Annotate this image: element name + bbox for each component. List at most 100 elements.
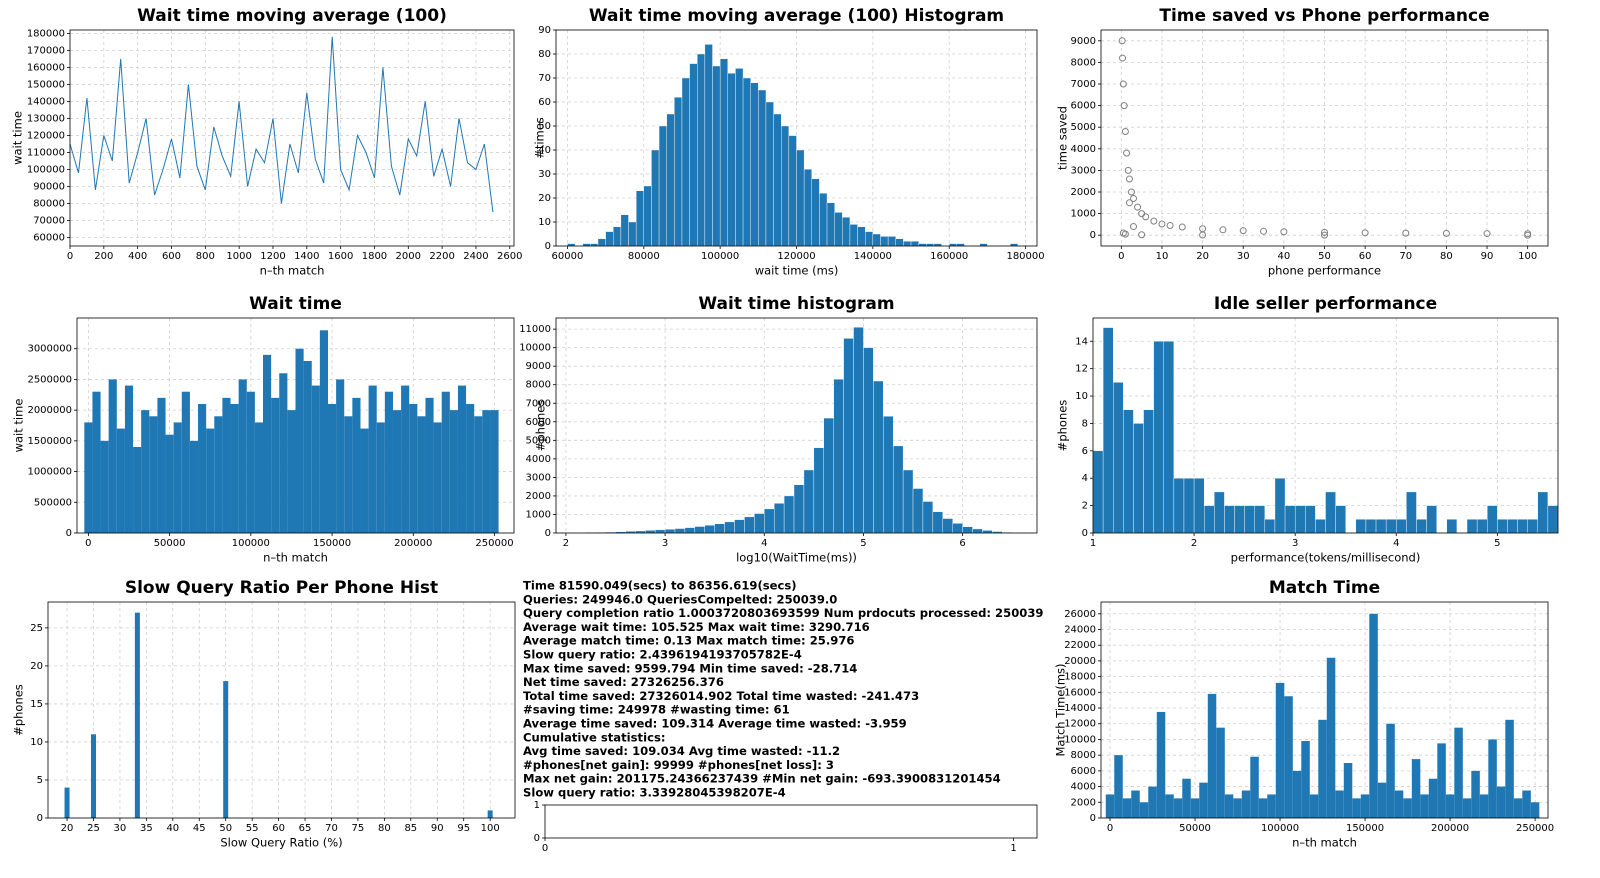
y-tick-label: 26000: [1064, 609, 1096, 620]
y-tick-label: 10: [538, 217, 551, 228]
hist-bar: [1203, 505, 1215, 534]
y-tick-label: 9000: [526, 361, 551, 372]
scatter-point: [1483, 230, 1491, 238]
y-axis-label: wait time: [11, 111, 25, 165]
hist-bar: [1143, 409, 1154, 534]
stat-line: Average wait time: 105.525 Max wait time…: [523, 620, 870, 634]
x-axis-label: Slow Query Ratio (%): [220, 836, 342, 850]
bar: [327, 404, 337, 533]
x-axis-label: phone performance: [1268, 264, 1381, 278]
x-tick-label: 70: [1399, 251, 1412, 262]
hist-bar: [1305, 505, 1316, 534]
bar: [124, 385, 134, 533]
bar: [417, 416, 426, 533]
y-tick-label: 8: [1082, 418, 1088, 429]
x-tick-label: 20: [1196, 251, 1209, 262]
bar: [490, 410, 499, 533]
scatter-point: [1121, 128, 1129, 136]
y-tick-label: 12: [1075, 364, 1088, 375]
bar: [1233, 798, 1242, 818]
hist-bar: [895, 238, 904, 247]
y-tick-label: 16000: [1064, 687, 1096, 698]
scatter-point: [1134, 203, 1142, 211]
bar: [223, 681, 229, 818]
x-tick-label: 200000: [394, 538, 432, 549]
scatter-point: [1239, 227, 1247, 235]
x-tick-label: 2: [1191, 538, 1197, 549]
x-tick-label: 1600: [328, 251, 353, 262]
hist-bar: [1466, 519, 1478, 534]
bar: [303, 361, 312, 533]
bar: [90, 734, 96, 818]
stat-line: Queries: 249946.0 QueriesCompelted: 2500…: [523, 592, 837, 606]
x-tick-label: 60: [1359, 251, 1372, 262]
bar: [1513, 798, 1523, 818]
bar: [222, 397, 231, 533]
bar: [84, 422, 93, 533]
bar: [165, 434, 174, 533]
bar: [189, 440, 199, 533]
bar: [1335, 790, 1344, 818]
scatter-point: [1524, 231, 1532, 239]
y-tick-label: 11000: [519, 324, 551, 335]
bar: [1139, 802, 1149, 818]
hist-bar: [613, 226, 622, 247]
bar: [482, 410, 491, 533]
x-tick-label: 80000: [628, 251, 660, 262]
bar: [133, 447, 142, 533]
chart-title: Wait time histogram: [698, 294, 894, 314]
x-tick-label: 0: [542, 843, 548, 854]
x-tick-label: 90: [431, 823, 444, 834]
chart-title: Wait time: [249, 294, 342, 314]
hist-bar: [843, 338, 854, 534]
hist-bar: [735, 68, 744, 247]
chart-title: Wait time moving average (100): [137, 6, 447, 26]
x-tick-label: 4: [761, 538, 767, 549]
x-tick-label: 4: [1393, 538, 1399, 549]
hist-bar: [694, 526, 705, 534]
x-tick-label: 2: [563, 538, 569, 549]
hist-bar: [605, 231, 614, 247]
bar: [1420, 794, 1429, 818]
axes-frame: [544, 804, 1038, 839]
y-tick-label: 0: [534, 833, 540, 844]
x-tick-label: 100: [1518, 251, 1537, 262]
hist-bar: [1517, 519, 1528, 534]
hist-bar: [1284, 505, 1296, 534]
x-tick-label: 1200: [260, 251, 285, 262]
hist-bar: [902, 469, 914, 534]
bar: [1522, 790, 1531, 818]
stat-line: Average time saved: 109.314 Average time…: [523, 717, 907, 731]
x-tick-label: 800: [196, 251, 215, 262]
hist-bar: [1537, 491, 1549, 534]
bar: [1267, 794, 1276, 818]
x-tick-label: 2400: [463, 251, 488, 262]
x-tick-label: 3: [1292, 538, 1298, 549]
y-tick-label: 150000: [27, 79, 65, 90]
x-axis-label: n–th match: [263, 551, 328, 565]
hist-bar: [872, 233, 881, 247]
hist-bar: [1315, 519, 1326, 534]
x-tick-label: 250000: [1516, 823, 1554, 834]
bar: [1428, 778, 1438, 818]
bar: [1496, 786, 1506, 818]
y-tick-label: 12000: [1064, 719, 1096, 730]
hist-bar: [1244, 505, 1255, 534]
hist-bar: [620, 214, 629, 247]
y-tick-label: 5000: [1071, 122, 1096, 133]
hist-bar: [962, 526, 973, 534]
x-tick-label: 200: [94, 251, 113, 262]
hist-bar: [742, 77, 751, 247]
hist-bar: [796, 149, 805, 247]
x-tick-label: 3: [662, 538, 668, 549]
hist-bar: [1133, 423, 1144, 534]
hist-bar: [857, 226, 866, 247]
y-tick-label: 80000: [33, 198, 65, 209]
y-tick-label: 60: [538, 97, 551, 108]
hist-bar: [758, 89, 767, 247]
stat-line: #saving time: 249978 #wasting time: 61: [523, 703, 790, 717]
hist-bar: [719, 58, 728, 247]
y-tick-label: 20: [30, 661, 43, 672]
y-tick-label: 70000: [33, 215, 65, 226]
